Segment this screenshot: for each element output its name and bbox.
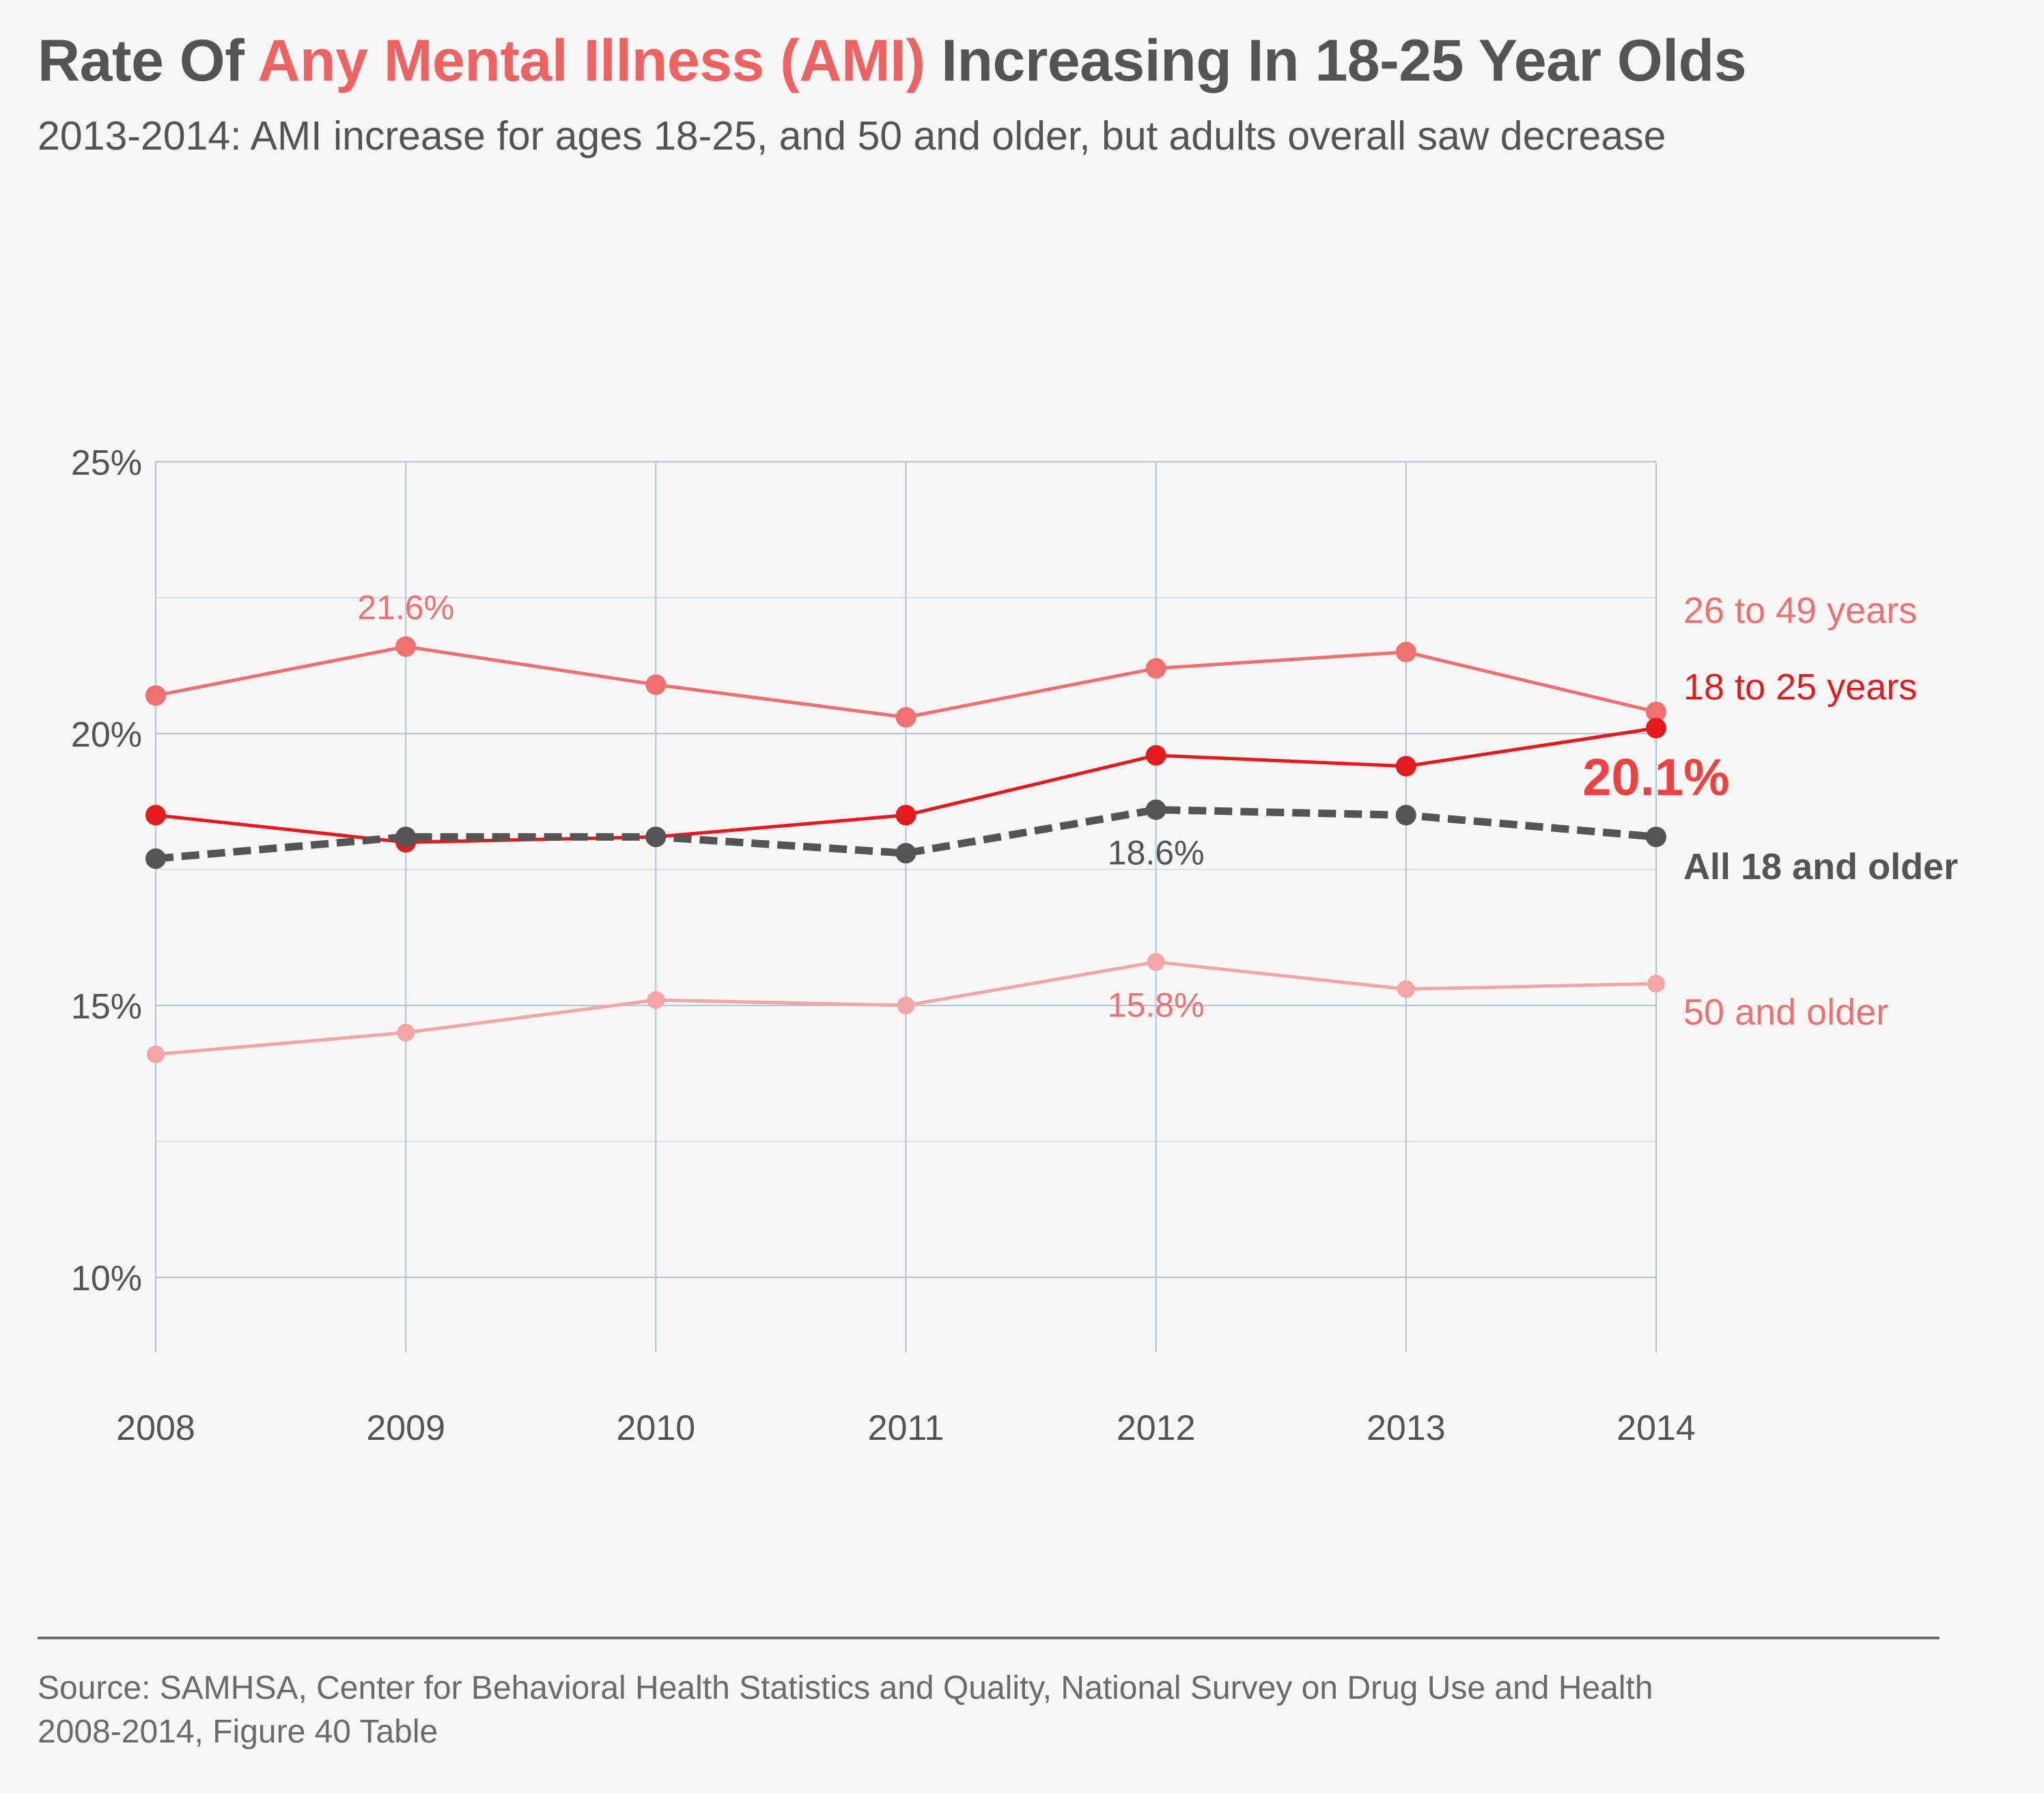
data-point (145, 805, 166, 826)
data-point (397, 1023, 415, 1042)
y-tick-label: 15% (71, 987, 142, 1027)
source-note: Source: SAMHSA, Center for Behavioral He… (38, 1667, 1950, 1754)
title-part-1: Rate Of (38, 28, 258, 94)
data-point (395, 636, 417, 657)
data-label: 18.6% (1108, 833, 1205, 872)
data-point (1145, 658, 1166, 679)
y-tick-label: 10% (71, 1259, 142, 1298)
data-point (897, 997, 915, 1014)
data-point (147, 1045, 165, 1064)
x-tick-label: 2014 (1616, 1408, 1696, 1448)
data-point (1646, 718, 1666, 739)
data-point (145, 848, 166, 870)
data-point (1147, 953, 1165, 971)
data-point (395, 826, 417, 848)
data-point (1395, 641, 1416, 663)
data-point (1646, 701, 1666, 723)
data-point (1646, 826, 1666, 848)
data-point (145, 685, 166, 706)
y-tick-label: 20% (71, 715, 142, 755)
data-point (647, 991, 665, 1010)
source-line-1: Source: SAMHSA, Center for Behavioral He… (38, 1670, 1653, 1706)
x-tick-label: 2010 (616, 1408, 695, 1448)
data-point (895, 707, 916, 728)
data-point (1395, 805, 1416, 826)
x-tick-label: 2013 (1367, 1408, 1446, 1448)
chart-subtitle: 2013-2014: AMI increase for ages 18-25, … (38, 113, 1666, 158)
data-point (1145, 799, 1166, 820)
x-tick-label: 2011 (868, 1408, 944, 1448)
series-label: All 18 and older (1683, 846, 1958, 887)
data-point (1395, 755, 1416, 777)
title-part-2: Increasing In 18-25 Year Olds (925, 28, 1747, 94)
y-tick-label: 25% (71, 443, 142, 483)
data-point (1647, 975, 1665, 993)
series-label: 18 to 25 years (1683, 667, 1917, 708)
x-tick-label: 2008 (116, 1408, 195, 1448)
x-tick-label: 2009 (366, 1408, 445, 1448)
data-point (895, 843, 916, 864)
data-label: 20.1% (1582, 749, 1730, 807)
series-label: 26 to 49 years (1683, 590, 1917, 631)
data-point (895, 805, 916, 826)
series-label: 50 and older (1683, 992, 1888, 1033)
data-label: 15.8% (1108, 986, 1205, 1024)
data-point (645, 826, 667, 848)
title-highlight: Any Mental Illness (AMI) (257, 28, 926, 94)
line-chart: 10% 15% 20% 25% 2008 2009 2010 2011 2012 2013 2014… (71, 443, 1958, 1448)
x-tick-label: 2012 (1117, 1408, 1196, 1448)
data-point (645, 674, 667, 695)
data-point (1397, 980, 1415, 999)
data-point (1145, 745, 1166, 766)
footer-divider (38, 1637, 1940, 1639)
data-label: 21.6% (357, 589, 454, 627)
chart-title: Rate Of Any Mental Illness (AMI) Increas… (38, 27, 1747, 95)
source-line-2: 2008-2014, Figure 40 Table (38, 1714, 438, 1750)
